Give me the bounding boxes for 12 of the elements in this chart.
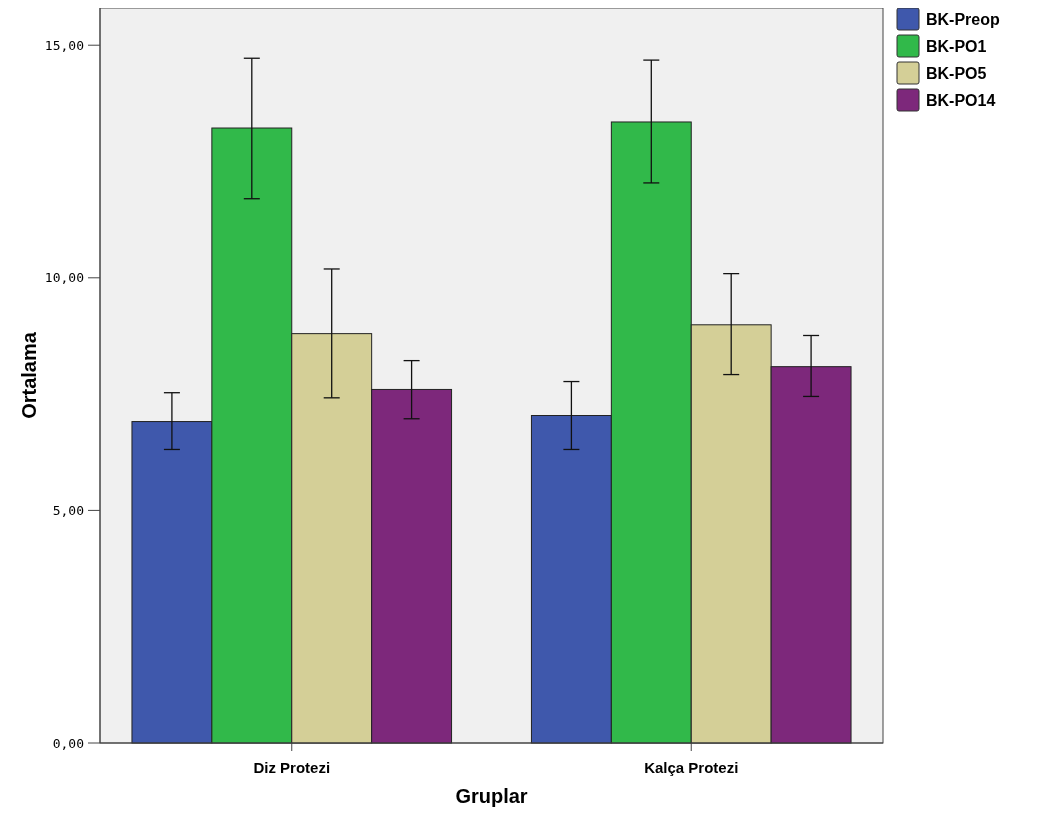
legend-label: BK-PO14 bbox=[926, 91, 996, 109]
y-tick-label: 10,00 bbox=[44, 270, 84, 286]
y-tick-label: 0,00 bbox=[52, 735, 84, 751]
y-tick-label: 5,00 bbox=[52, 502, 84, 518]
x-tick-label: Kalça Protezi bbox=[644, 759, 739, 776]
legend-label: BK-Preop bbox=[926, 10, 1001, 28]
x-axis-title: Gruplar bbox=[455, 785, 528, 807]
y-axis-title: Ortalama bbox=[18, 331, 40, 419]
y-tick-label: 15,00 bbox=[44, 37, 84, 53]
legend-label: BK-PO1 bbox=[926, 37, 987, 55]
x-tick-label: Diz Protezi bbox=[253, 759, 331, 776]
legend-label: BK-PO5 bbox=[926, 64, 987, 82]
